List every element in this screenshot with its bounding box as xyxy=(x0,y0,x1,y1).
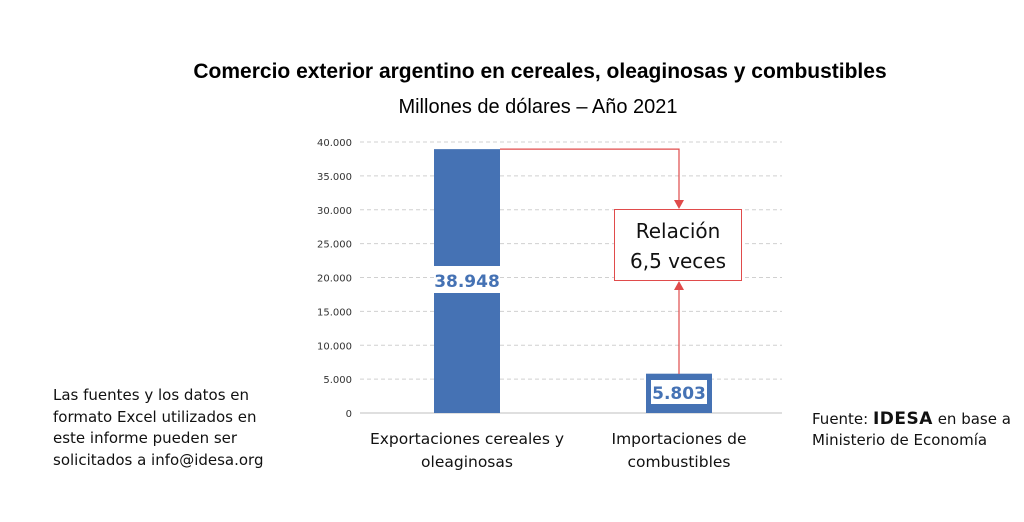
y-tick-label: 15.000 xyxy=(317,307,352,318)
x-category-label: combustibles xyxy=(628,453,731,471)
y-tick-label: 20.000 xyxy=(317,274,352,285)
chart-title: Comercio exterior argentino en cereales,… xyxy=(193,60,887,83)
y-tick-label: 0 xyxy=(346,409,352,420)
y-tick-label: 10.000 xyxy=(317,341,352,352)
x-category-label: Importaciones de xyxy=(612,430,747,448)
value-label: 38.948 xyxy=(434,272,500,292)
source-prefix: Fuente: xyxy=(812,410,873,428)
arrow-head-up xyxy=(674,281,684,290)
source-brand: IDESA xyxy=(872,409,933,429)
source-suffix: en base a Ministerio de Economía xyxy=(812,410,1011,449)
y-tick-label: 30.000 xyxy=(317,206,352,217)
x-category-label: Exportaciones cereales y xyxy=(370,430,564,448)
ratio-annotation-line2: 6,5 veces xyxy=(629,249,727,273)
y-tick-label: 5.000 xyxy=(323,375,352,386)
y-tick-label: 25.000 xyxy=(317,240,352,251)
value-label: 5.803 xyxy=(652,384,706,404)
y-tick-label: 35.000 xyxy=(317,172,352,183)
chart-subtitle: Millones de dólares – Año 2021 xyxy=(398,96,678,118)
ratio-annotation: Relación 6,5 veces xyxy=(614,209,742,281)
source-credit: Fuente: IDESA en base a Ministerio de Ec… xyxy=(812,409,1017,451)
arrow-head-down xyxy=(674,200,684,209)
ratio-annotation-line1: Relación xyxy=(635,219,721,243)
value-label-bg xyxy=(434,266,500,293)
y-tick-label: 40.000 xyxy=(317,138,352,149)
x-category-label: oleaginosas xyxy=(421,453,513,471)
value-label-bg xyxy=(651,380,707,404)
data-availability-note: Las fuentes y los datos en formato Excel… xyxy=(53,386,264,469)
arrow-line-down xyxy=(500,148,680,202)
